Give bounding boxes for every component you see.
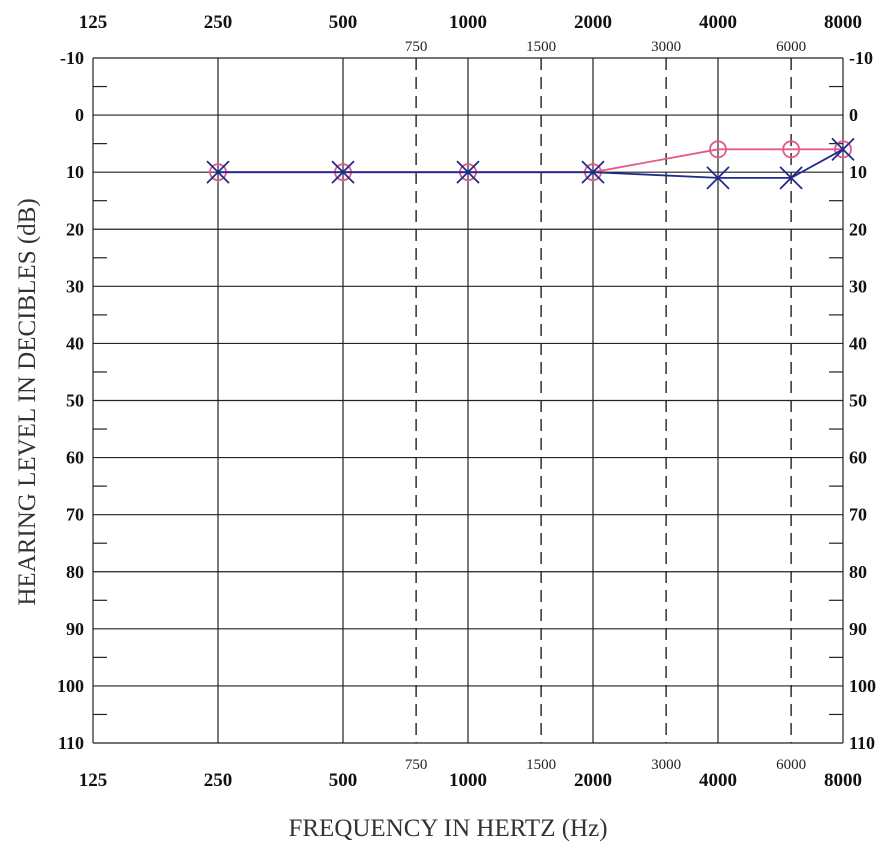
x-tick-label-bottom: 250 (204, 770, 233, 791)
x-tick-labels-bottom: 125 250 500 1000 2000 4000 8000 750 1500 3000 6000 (79, 757, 862, 791)
x-minor-tick-label-bottom: 3000 (651, 757, 681, 773)
x-marker-stroke (581, 160, 605, 184)
y-tick-label-left: 0 (75, 105, 84, 125)
x-tick-label-bottom: 2000 (574, 770, 612, 791)
data-point-x (581, 160, 605, 184)
y-tick-label-left: 90 (66, 619, 84, 639)
y-tick-label-right: 20 (849, 219, 867, 239)
x-tick-label-bottom: 500 (329, 770, 358, 791)
y-tick-label-left: 10 (66, 162, 84, 182)
x-marker-stroke (456, 160, 480, 184)
x-tick-label-top: 8000 (824, 12, 862, 33)
y-axis-title: HEARING LEVEL IN DECIBLES (dB) (14, 198, 41, 605)
y-tick-labels-left: -10 0 10 20 30 40 50 60 70 80 90 100 110 (57, 48, 84, 753)
x-tick-label-bottom: 4000 (699, 770, 737, 791)
y-tick-label-left: 30 (66, 276, 84, 296)
x-tick-label-bottom: 125 (79, 770, 108, 791)
series-line-x (218, 148, 844, 179)
y-tick-label-left: 40 (66, 333, 84, 353)
x-marker-stroke (831, 137, 855, 161)
y-tick-label-left: 50 (66, 391, 84, 411)
x-tick-label-bottom: 8000 (824, 770, 862, 791)
x-minor-tick-label-top: 1500 (526, 39, 556, 55)
x-minor-tick-label-bottom: 6000 (776, 757, 806, 773)
y-tick-label-right: 100 (849, 676, 876, 696)
series-line-o (218, 148, 843, 174)
x-minor-tick-label-top: 750 (405, 39, 428, 55)
data-point-x (456, 160, 480, 184)
x-minor-tick-label-top: 3000 (651, 39, 681, 55)
x-axis-title: FREQUENCY IN HERTZ (Hz) (288, 815, 607, 842)
x-minor-tick-label-bottom: 1500 (526, 757, 556, 773)
x-tick-label-top: 250 (204, 12, 233, 33)
y-tick-label-right: -10 (849, 48, 873, 68)
data-point-x (206, 160, 230, 184)
y-tick-label-right: 10 (849, 162, 867, 182)
y-tick-labels-right: -10 0 10 20 30 40 50 60 70 80 90 100 110 (849, 48, 876, 753)
y-tick-label-left: 80 (66, 562, 84, 582)
x-marker-stroke (331, 160, 355, 184)
data-point-x (831, 137, 855, 161)
data-point-x (331, 160, 355, 184)
x-marker-stroke (706, 166, 730, 190)
data-series (206, 137, 855, 190)
y-tick-label-left: 60 (66, 448, 84, 468)
x-tick-label-top: 1000 (449, 12, 487, 33)
y-tick-label-right: 60 (849, 448, 867, 468)
x-marker-stroke (206, 160, 230, 184)
y-tick-label-right: 70 (849, 505, 867, 525)
data-point-o (709, 140, 727, 159)
y-tick-label-right: 80 (849, 562, 867, 582)
data-point-x (779, 166, 803, 190)
y-tick-label-right: 110 (849, 733, 875, 753)
y-tick-label-right: 90 (849, 619, 867, 639)
y-tick-label-left: 20 (66, 219, 84, 239)
x-tick-label-top: 4000 (699, 12, 737, 33)
y-tick-label-left: 100 (57, 676, 84, 696)
x-tick-label-top: 2000 (574, 12, 612, 33)
x-minor-tick-label-bottom: 750 (405, 757, 428, 773)
grid (92, 57, 844, 744)
y-tick-label-right: 50 (849, 391, 867, 411)
y-tick-label-left: 110 (58, 733, 84, 753)
y-tick-label-right: 40 (849, 333, 867, 353)
x-tick-label-bottom: 1000 (449, 770, 487, 791)
x-tick-labels-top: 125 250 500 1000 2000 4000 8000 750 1500 3000 6000 (79, 12, 862, 55)
y-tick-label-left: 70 (66, 505, 84, 525)
x-minor-tick-label-top: 6000 (776, 39, 806, 55)
x-tick-label-top: 500 (329, 12, 358, 33)
data-point-o (782, 140, 801, 159)
y-tick-label-right: 30 (849, 276, 867, 296)
data-point-o (834, 140, 852, 159)
data-point-x (706, 166, 730, 190)
x-tick-label-top: 125 (79, 12, 108, 33)
y-tick-label-right: 0 (849, 105, 858, 125)
y-tick-label-left: -10 (60, 48, 84, 68)
x-marker-stroke (779, 166, 803, 190)
